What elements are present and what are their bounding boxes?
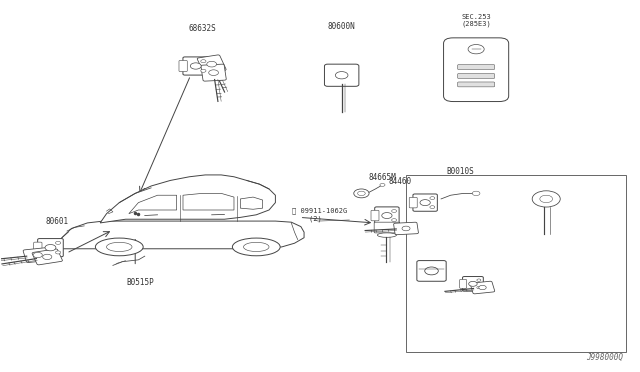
Circle shape: [380, 183, 385, 186]
Circle shape: [392, 209, 397, 212]
FancyBboxPatch shape: [413, 194, 437, 211]
Ellipse shape: [106, 242, 132, 251]
Circle shape: [190, 63, 201, 69]
FancyBboxPatch shape: [458, 65, 495, 70]
Polygon shape: [129, 195, 177, 214]
Circle shape: [472, 191, 480, 196]
Text: 68632S: 68632S: [188, 24, 216, 33]
Circle shape: [335, 71, 348, 79]
Circle shape: [540, 195, 552, 203]
FancyBboxPatch shape: [371, 210, 379, 221]
Circle shape: [477, 279, 481, 281]
Polygon shape: [241, 197, 262, 209]
Ellipse shape: [378, 233, 396, 237]
FancyBboxPatch shape: [394, 222, 419, 235]
Circle shape: [354, 189, 369, 198]
Polygon shape: [183, 193, 234, 210]
Circle shape: [382, 212, 392, 218]
Text: 84665M: 84665M: [369, 173, 396, 182]
Circle shape: [402, 226, 410, 231]
FancyBboxPatch shape: [34, 242, 42, 253]
FancyBboxPatch shape: [179, 61, 188, 71]
Circle shape: [430, 197, 435, 199]
FancyBboxPatch shape: [32, 249, 63, 265]
Circle shape: [477, 286, 481, 289]
Circle shape: [45, 244, 56, 251]
FancyBboxPatch shape: [409, 198, 417, 208]
Text: 80600N: 80600N: [328, 22, 356, 31]
Circle shape: [201, 69, 206, 72]
Circle shape: [56, 251, 61, 254]
FancyBboxPatch shape: [201, 64, 227, 81]
Circle shape: [209, 70, 218, 76]
FancyBboxPatch shape: [183, 57, 209, 75]
Circle shape: [33, 252, 42, 258]
Text: 80601: 80601: [45, 217, 68, 225]
Ellipse shape: [244, 242, 269, 251]
Bar: [406, 175, 626, 352]
Text: J998000Q: J998000Q: [586, 353, 623, 362]
Circle shape: [358, 191, 365, 196]
Text: SEC.253
(285E3): SEC.253 (285E3): [461, 14, 491, 27]
FancyBboxPatch shape: [197, 55, 226, 73]
FancyBboxPatch shape: [470, 281, 495, 294]
Circle shape: [56, 241, 61, 244]
Circle shape: [43, 254, 52, 260]
Circle shape: [420, 200, 430, 206]
Ellipse shape: [232, 238, 280, 256]
FancyBboxPatch shape: [23, 247, 52, 263]
Circle shape: [532, 191, 560, 207]
Circle shape: [201, 60, 206, 63]
FancyBboxPatch shape: [444, 38, 509, 102]
Circle shape: [430, 206, 435, 209]
FancyBboxPatch shape: [458, 74, 495, 78]
FancyBboxPatch shape: [374, 207, 399, 224]
FancyBboxPatch shape: [38, 238, 63, 257]
FancyBboxPatch shape: [324, 64, 359, 86]
Text: 84460: 84460: [388, 177, 412, 186]
FancyBboxPatch shape: [458, 82, 495, 87]
Circle shape: [468, 281, 477, 286]
Polygon shape: [100, 175, 275, 223]
Circle shape: [207, 61, 216, 67]
Circle shape: [468, 45, 484, 54]
Circle shape: [479, 285, 486, 290]
Text: B0515P: B0515P: [127, 278, 154, 287]
Polygon shape: [56, 221, 304, 249]
Text: B0010S: B0010S: [446, 167, 474, 176]
Ellipse shape: [95, 238, 143, 256]
FancyBboxPatch shape: [417, 260, 446, 281]
FancyBboxPatch shape: [374, 222, 399, 233]
Text: Ⓑ 09911-1062G
    (2): Ⓑ 09911-1062G (2): [292, 208, 348, 222]
FancyBboxPatch shape: [460, 279, 467, 288]
Circle shape: [425, 267, 438, 275]
FancyBboxPatch shape: [463, 276, 483, 291]
Circle shape: [392, 219, 397, 221]
